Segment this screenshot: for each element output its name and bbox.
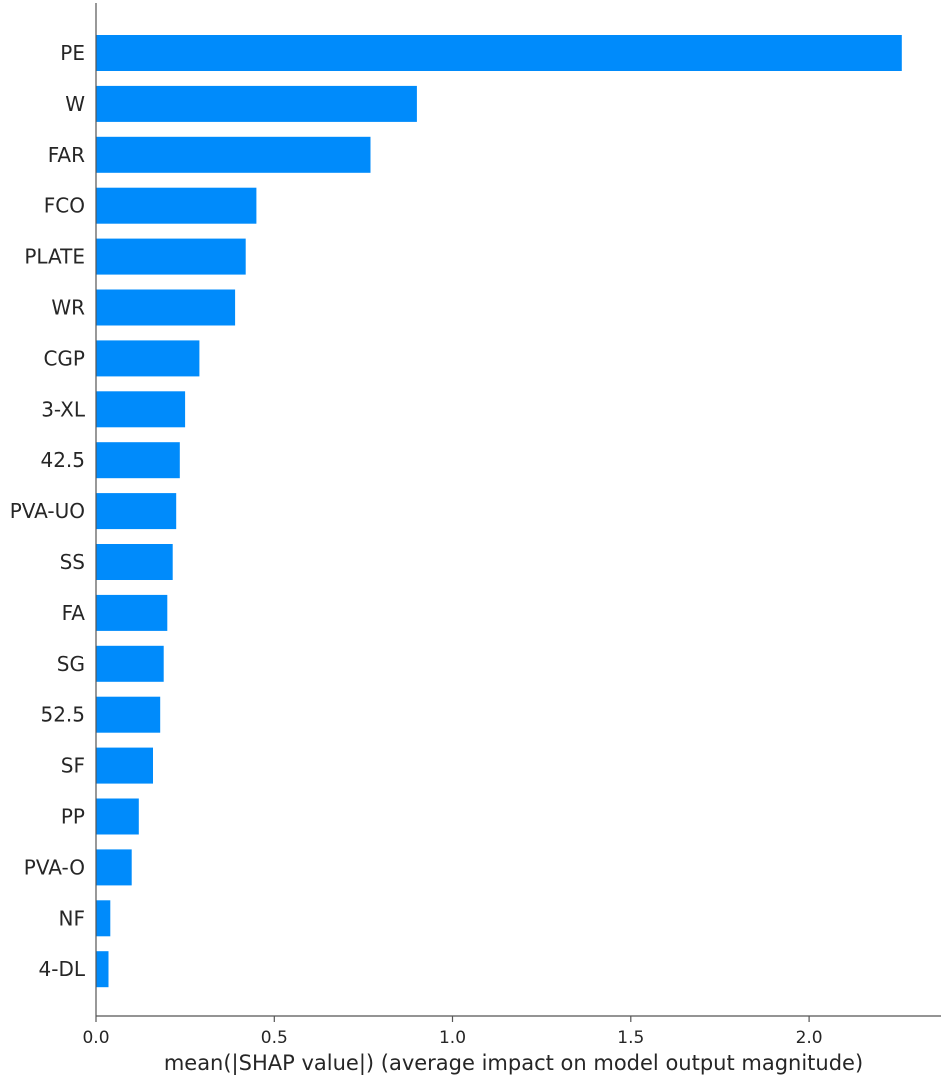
- bar-3-XL: [96, 391, 186, 428]
- bar-SS: [96, 544, 173, 580]
- bar-PVA-O: [96, 849, 132, 886]
- y-tick-label: W: [65, 92, 85, 116]
- bar-52.5: [96, 696, 161, 733]
- bar-CGP: [96, 340, 200, 377]
- bar-SG: [96, 645, 164, 682]
- y-tick-label: 3-XL: [41, 397, 86, 421]
- bar-FAR: [96, 136, 371, 173]
- y-tick-label: PP: [61, 805, 85, 829]
- x-tick-label: 1.0: [439, 1028, 466, 1048]
- y-tick-label: 52.5: [40, 703, 85, 727]
- x-ticks-group: 0.0 0.5 1.0 1.5 2.0: [82, 1016, 823, 1048]
- y-tick-label: SS: [60, 550, 85, 574]
- bar-PP: [96, 798, 139, 835]
- y-tick-label: WR: [51, 296, 85, 320]
- y-tick-label: SF: [61, 754, 85, 778]
- y-tick-label: PE: [60, 41, 85, 65]
- bar-WR: [96, 289, 236, 326]
- bar-FA: [96, 594, 168, 631]
- bar-42.5: [96, 442, 180, 479]
- y-tick-label: PLATE: [24, 245, 85, 269]
- y-tick-label: FCO: [44, 194, 85, 218]
- bar-SF: [96, 747, 153, 784]
- bars-group: [96, 35, 902, 988]
- y-tick-label: FA: [62, 601, 86, 625]
- y-tick-label: 4-DL: [39, 957, 86, 981]
- bar-4-DL: [96, 951, 109, 988]
- bar-PVA-UO: [96, 493, 177, 530]
- bar-W: [96, 85, 417, 122]
- bar-PLATE: [96, 238, 246, 275]
- bar-NF: [96, 900, 111, 937]
- y-tick-label: 42.5: [40, 448, 85, 472]
- x-tick-label: 2.0: [796, 1028, 823, 1048]
- x-tick-label: 1.5: [617, 1028, 644, 1048]
- x-tick-label: 0.5: [261, 1028, 288, 1048]
- bar-FCO: [96, 187, 257, 224]
- x-tick-label: 0.0: [82, 1028, 109, 1048]
- y-tick-label: PVA-UO: [10, 499, 85, 523]
- y-tick-label: FAR: [48, 143, 85, 167]
- x-axis-label: mean(|SHAP value|) (average impact on mo…: [164, 1051, 863, 1076]
- y-tick-label: CGP: [43, 346, 85, 370]
- y-tick-label: PVA-O: [24, 855, 85, 879]
- y-tick-label: SG: [57, 652, 85, 676]
- bar-PE: [96, 35, 902, 71]
- y-tick-labels: PE W FAR FCO PLATE WR CGP 3-XL 42.5 PVA-UO SS FA SG 5…: [10, 41, 86, 981]
- y-tick-label: NF: [59, 906, 85, 930]
